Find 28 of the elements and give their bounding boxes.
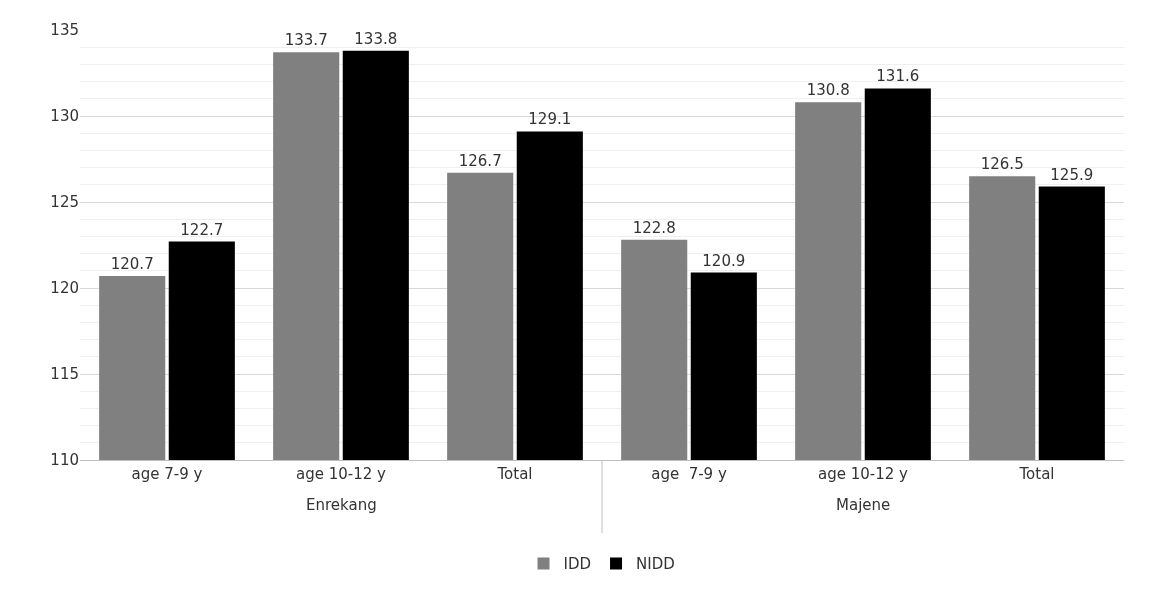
x-tick-label: age 10-12 y (296, 465, 387, 483)
data-label: 126.7 (458, 151, 502, 170)
legend-label: IDD (563, 555, 592, 574)
y-tick-label: 110 (50, 451, 79, 470)
x-tick-label: age 10-12 y (818, 465, 909, 483)
x-tick-label: age 7-9 y (651, 465, 727, 483)
x-tick-label: Total (496, 465, 533, 483)
y-tick-label: 120 (50, 279, 79, 298)
data-label: 129.1 (528, 110, 572, 129)
data-label: 120.9 (702, 251, 746, 270)
data-label: 133.8 (354, 29, 398, 48)
data-label: 130.8 (806, 81, 850, 100)
data-label: 131.6 (876, 67, 920, 86)
data-label: 133.7 (284, 31, 328, 50)
y-tick-label: 125 (50, 193, 79, 212)
y-tick-label: 115 (50, 365, 79, 384)
text: Enrekang (306, 496, 377, 514)
data-label: 125.9 (1050, 165, 1094, 184)
x-tick-label: Total (1018, 465, 1055, 483)
text: Majene (836, 496, 891, 514)
legend-label: NIDD (636, 555, 675, 574)
data-label: 122.8 (632, 218, 676, 237)
data-label: 120.7 (110, 254, 154, 273)
y-tick-label: 135 (50, 21, 79, 40)
data-label: 122.7 (180, 220, 224, 239)
x-tick-label: age 7-9 y (131, 465, 203, 483)
y-tick-label: 130 (50, 107, 79, 126)
data-label: 126.5 (980, 155, 1024, 174)
